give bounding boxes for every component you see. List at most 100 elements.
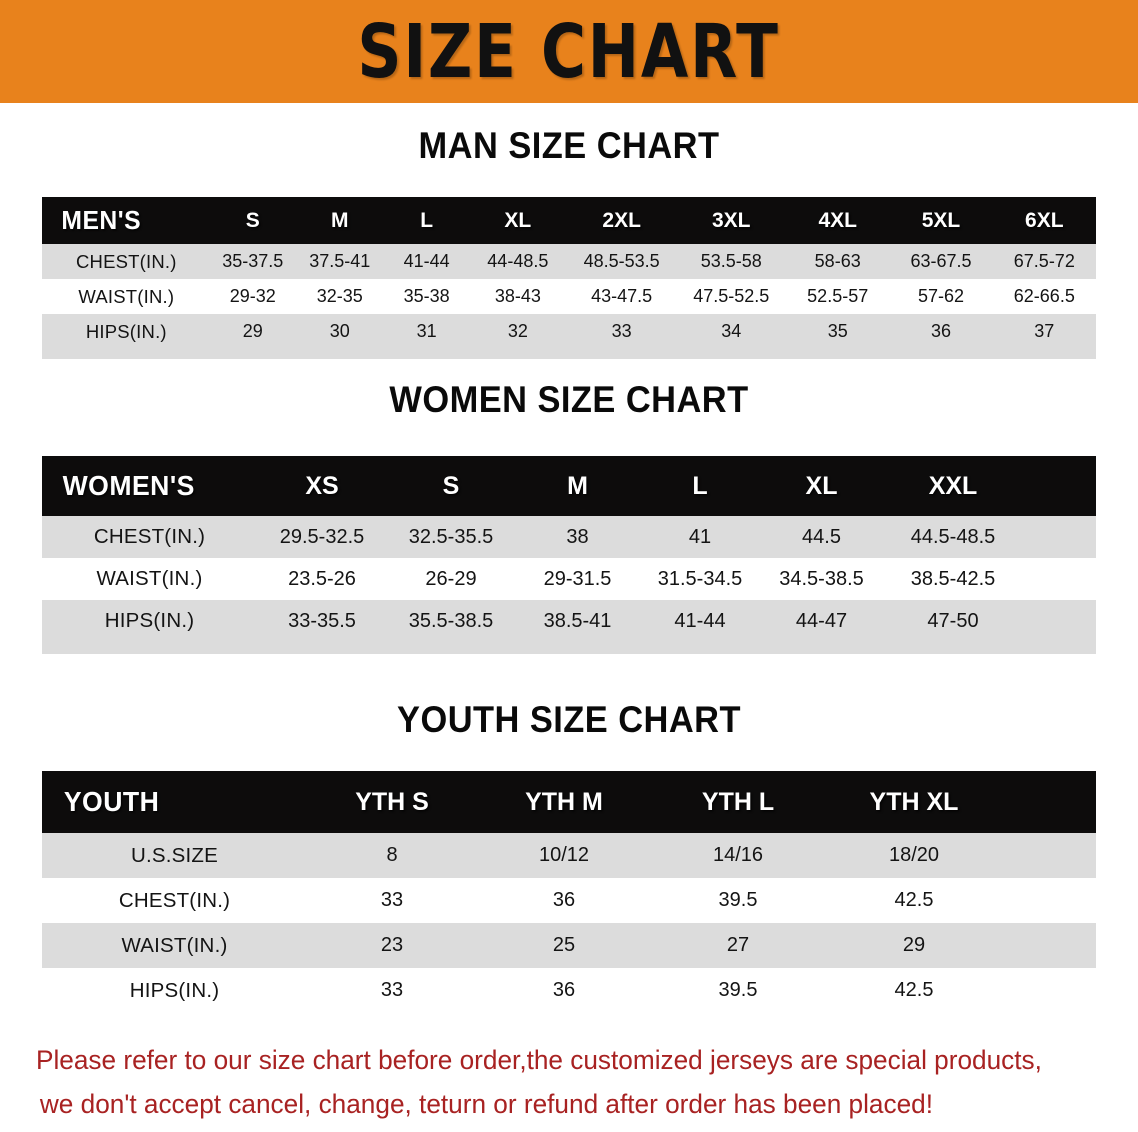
men-cell: 35-37.5 — [222, 251, 284, 271]
men-size-header: 3XL — [712, 208, 751, 232]
men-cell: 37.5-41 — [309, 251, 371, 271]
men-cell: 33 — [611, 321, 632, 341]
table-row: HIPS(IN.) 33 36 39.5 42.5 — [42, 968, 1096, 1013]
men-row-label: CHEST(IN.) — [75, 250, 177, 272]
men-cell: 47.5-52.5 — [693, 286, 770, 306]
women-size-header: L — [692, 471, 708, 500]
table-row: U.S.SIZE 8 10/12 14/16 18/20 — [42, 833, 1096, 878]
women-header-pad — [1023, 456, 1096, 516]
women-cell: 35.5-38.5 — [408, 609, 494, 632]
women-cell: 38 — [566, 525, 589, 548]
page-banner: SIZE CHART — [0, 0, 1138, 103]
women-cell: 47-50 — [927, 609, 979, 632]
men-cell: 31 — [416, 321, 437, 341]
youth-cell: 10/12 — [538, 844, 590, 866]
women-cell: 31.5-34.5 — [657, 567, 743, 590]
men-cell: 38-43 — [494, 286, 541, 306]
men-cell: 43-47.5 — [591, 286, 653, 306]
youth-corner-label: YOUTH — [63, 786, 160, 817]
table-row: CHEST(IN.) 29.5-32.5 32.5-35.5 38 41 44.… — [42, 516, 1096, 558]
women-cell: 32.5-35.5 — [408, 525, 494, 548]
youth-cell: 36 — [552, 889, 576, 911]
women-size-header: S — [442, 471, 460, 500]
women-cell: 33-35.5 — [288, 609, 356, 632]
youth-cell: 18/20 — [888, 844, 940, 866]
men-cell: 63-67.5 — [910, 251, 972, 271]
women-cell-pad — [1023, 516, 1096, 558]
table-row: CHEST(IN.) 35-37.5 37.5-41 41-44 44-48.5… — [42, 244, 1096, 279]
women-cell: 44-47 — [795, 609, 848, 632]
women-cell-pad — [1023, 600, 1096, 642]
table-row-spacer — [42, 349, 1096, 359]
youth-cell: 14/16 — [712, 844, 764, 866]
table-row: HIPS(IN.) 29 30 31 32 33 34 35 36 37 — [42, 314, 1096, 349]
women-corner-label: WOMEN'S — [62, 470, 195, 501]
men-cell: 34 — [721, 321, 742, 341]
women-row-label: HIPS(IN.) — [104, 609, 195, 632]
men-cell: 58-63 — [814, 251, 861, 271]
men-size-header: M — [330, 208, 349, 232]
men-cell: 36 — [930, 321, 951, 341]
men-cell: 32-35 — [316, 286, 363, 306]
youth-size-header: YTH M — [525, 787, 603, 816]
spacer-cell — [42, 349, 1096, 359]
youth-cell-pad — [1003, 968, 1096, 1013]
men-size-header: 2XL — [602, 208, 641, 232]
women-cell: 41-44 — [674, 609, 726, 632]
youth-size-header: YTH L — [701, 787, 775, 816]
women-cell: 38.5-42.5 — [910, 567, 996, 590]
men-header-row: MEN'S S M L XL 2XL 3XL 4XL 5XL 6XL — [42, 197, 1096, 244]
men-cell: 48.5-53.5 — [583, 251, 660, 271]
men-size-header: L — [420, 208, 434, 232]
men-cell: 41-44 — [403, 251, 450, 271]
men-corner-label: MEN'S — [61, 205, 142, 235]
youth-size-table: YOUTH YTH S YTH M YTH L YTH XL U.S.SIZE … — [42, 771, 1096, 1013]
men-size-header: XL — [504, 208, 532, 232]
table-row: HIPS(IN.) 33-35.5 35.5-38.5 38.5-41 41-4… — [42, 600, 1096, 642]
youth-cell: 27 — [726, 934, 750, 956]
youth-cell: 36 — [552, 979, 576, 1001]
men-cell: 52.5-57 — [807, 286, 869, 306]
women-cell-pad — [1023, 558, 1096, 600]
men-size-header: S — [245, 208, 260, 232]
women-cell: 44.5-48.5 — [910, 525, 996, 548]
spacer-cell — [42, 642, 1096, 654]
women-row-label: WAIST(IN.) — [96, 567, 203, 590]
youth-size-header: YTH S — [355, 787, 429, 816]
women-section-heading: WOMEN SIZE CHART — [389, 379, 749, 420]
men-cell: 62-66.5 — [1013, 286, 1075, 306]
men-size-header: 6XL — [1025, 208, 1064, 232]
table-row: WAIST(IN.) 23.5-26 26-29 29-31.5 31.5-34… — [42, 558, 1096, 600]
youth-size-header: YTH XL — [869, 787, 959, 816]
women-size-header: XL — [805, 471, 838, 500]
women-cell: 41 — [688, 525, 712, 548]
women-row-label: CHEST(IN.) — [93, 525, 206, 548]
women-cell: 23.5-26 — [288, 567, 356, 590]
men-cell: 53.5-58 — [700, 251, 762, 271]
youth-row-label: WAIST(IN.) — [121, 933, 228, 957]
table-row-spacer — [42, 642, 1096, 654]
youth-cell: 25 — [552, 934, 576, 956]
women-cell: 26-29 — [425, 567, 477, 590]
youth-cell: 42.5 — [894, 979, 934, 1001]
youth-row-label: HIPS(IN.) — [129, 978, 220, 1002]
youth-row-label: U.S.SIZE — [130, 843, 219, 867]
women-size-header: M — [567, 471, 588, 500]
youth-row-label: CHEST(IN.) — [118, 888, 231, 912]
youth-cell: 29 — [902, 934, 926, 956]
women-size-header: XXL — [928, 471, 978, 500]
youth-cell: 33 — [380, 889, 404, 911]
women-cell: 44.5 — [802, 525, 841, 548]
disclaimer-line-1: Please refer to our size chart before or… — [36, 1045, 1042, 1075]
men-cell: 44-48.5 — [487, 251, 549, 271]
women-cell: 38.5-41 — [543, 609, 612, 632]
banner-title: SIZE CHART — [357, 8, 781, 95]
youth-header-pad — [1003, 771, 1096, 833]
disclaimer-text: Please refer to our size chart before or… — [36, 1038, 1070, 1126]
youth-cell-pad — [1003, 923, 1096, 968]
women-cell: 29-31.5 — [543, 567, 612, 590]
youth-cell-pad — [1003, 878, 1096, 923]
men-cell: 29 — [242, 321, 263, 341]
table-row: WAIST(IN.) 23 25 27 29 — [42, 923, 1096, 968]
men-cell: 37 — [1034, 321, 1055, 341]
